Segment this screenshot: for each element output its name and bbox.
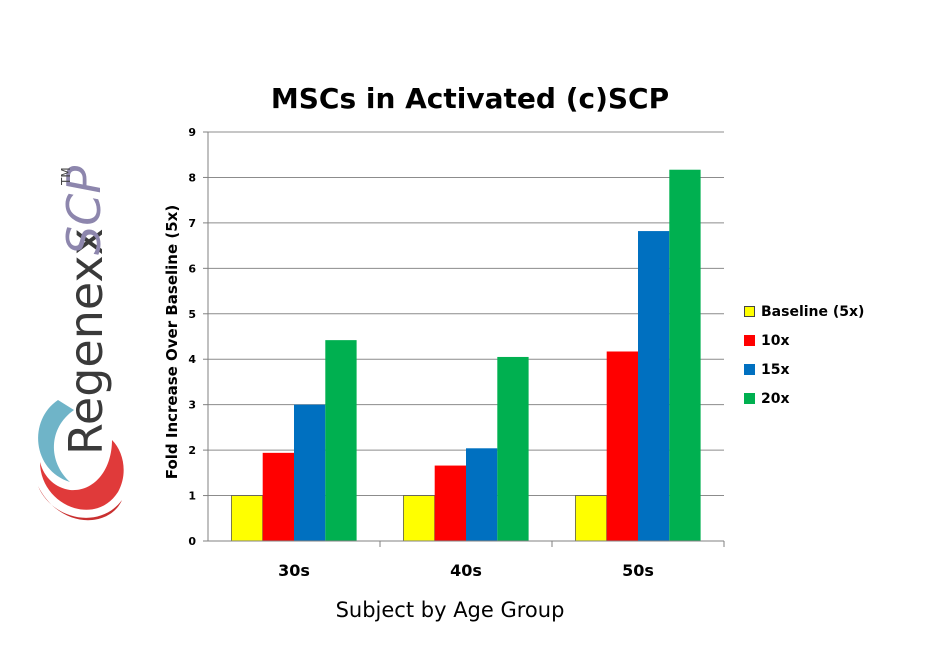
bars [230, 169, 701, 542]
y-tick-label: 4 [188, 353, 196, 366]
logo-scp-text: SCP [57, 166, 111, 255]
bar-15x [294, 404, 326, 541]
legend-swatch-20x [744, 393, 755, 404]
legend-label-10x: 10x [761, 332, 790, 349]
logo-swirl-icon [38, 400, 124, 521]
logo-trademark-text: TM [59, 167, 73, 186]
bar-baseline-5x- [402, 495, 436, 542]
chart-title: MSCs in Activated (c)SCP [270, 82, 670, 115]
y-tick-label: 1 [188, 490, 196, 503]
legend-label-baseline: Baseline (5x) [761, 303, 865, 320]
x-tick-label: 30s [278, 561, 310, 580]
bar-15x [638, 231, 670, 541]
bar-baseline-5x- [230, 495, 264, 542]
y-tick-label: 2 [188, 444, 196, 457]
bar-20x [325, 340, 357, 541]
legend-label-15x: 15x [761, 361, 790, 378]
legend-item: 15x [744, 355, 864, 384]
legend-item: 10x [744, 326, 864, 355]
bar-baseline-5x- [574, 495, 608, 542]
x-tick-label: 50s [622, 561, 654, 580]
bar-10x [262, 452, 294, 541]
bar-10x [606, 351, 638, 541]
axes: 0 1 2 3 4 5 6 7 8 9 30s 40s 50s [188, 126, 725, 580]
y-tick-label: 6 [188, 262, 196, 275]
x-axis-label: Subject by Age Group [335, 598, 565, 622]
legend-swatch-15x [744, 364, 755, 375]
legend-label-20x: 20x [761, 390, 790, 407]
y-tick-label: 7 [188, 217, 196, 230]
y-tick-label: 5 [188, 308, 196, 321]
regenexx-scp-logo: Regenexx SCP TM [38, 166, 124, 521]
y-tick-label: 0 [188, 535, 196, 548]
y-tick-label: 8 [188, 171, 196, 184]
y-tick-label: 3 [188, 399, 196, 412]
bar-15x [466, 448, 498, 541]
y-axis-label: Fold Increase Over Baseline (5x) [163, 204, 181, 480]
legend-swatch-10x [744, 335, 755, 346]
legend-swatch-baseline [744, 306, 755, 317]
logo-brand-text: Regenexx [59, 228, 113, 455]
legend-item: 20x [744, 384, 864, 413]
bar-10x [434, 465, 466, 541]
legend: Baseline (5x) 10x 15x 20x [744, 297, 864, 413]
bar-20x [669, 169, 701, 542]
bar-20x [497, 356, 529, 541]
y-tick-label: 9 [188, 126, 196, 139]
legend-item: Baseline (5x) [744, 297, 864, 326]
x-tick-label: 40s [450, 561, 482, 580]
